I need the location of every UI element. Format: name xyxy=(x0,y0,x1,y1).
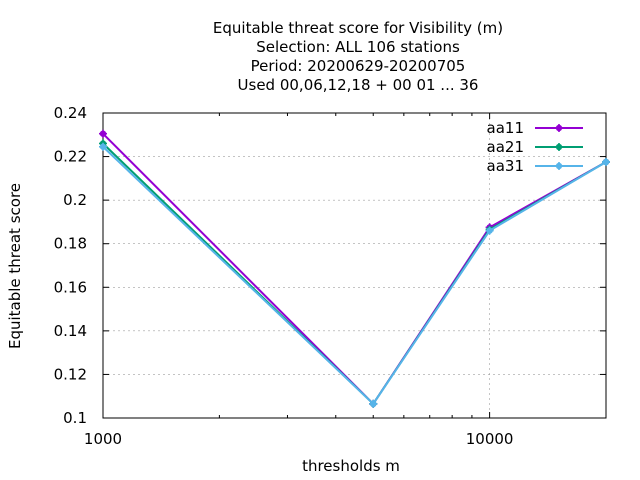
legend-marker-aa31 xyxy=(555,162,563,170)
data-point-aa31 xyxy=(369,399,378,408)
data-point-aa31 xyxy=(99,142,107,151)
y-tick-label: 0.2 xyxy=(63,191,87,209)
axis-ticks xyxy=(102,112,607,419)
series-line-aa11 xyxy=(102,132,607,406)
title-line-1: Equitable threat score for Visibility (m… xyxy=(213,19,503,37)
data-point-aa31 xyxy=(602,158,610,167)
data-point-aa11 xyxy=(99,129,107,138)
title-line-4: Used 00,06,12,18 + 00 01 ... 36 xyxy=(238,76,479,94)
y-tick-label: 0.1 xyxy=(63,409,87,427)
x-axis-label: thresholds m xyxy=(302,457,400,475)
grid xyxy=(102,112,607,419)
data-point-aa31 xyxy=(485,226,494,235)
y-tick-label: 0.16 xyxy=(54,278,87,296)
title-line-2: Selection: ALL 106 stations xyxy=(256,38,460,56)
legend-marker-aa21 xyxy=(555,143,563,151)
x-tick-label: 1000 xyxy=(84,430,122,448)
legend-label-aa31: aa31 xyxy=(487,157,524,175)
x-tick-labels: 1000 10000 xyxy=(84,430,514,448)
chart-title: Equitable threat score for Visibility (m… xyxy=(213,19,503,94)
y-tick-label: 0.14 xyxy=(54,322,87,340)
plot-frame xyxy=(102,112,607,419)
legend-label-aa21: aa21 xyxy=(487,138,524,156)
title-line-3: Period: 20200629-20200705 xyxy=(251,57,466,75)
y-tick-label: 0.24 xyxy=(54,104,87,122)
x-tick-label: 10000 xyxy=(466,430,514,448)
y-tick-label: 0.12 xyxy=(54,365,87,383)
legend-label-aa11: aa11 xyxy=(487,119,524,137)
y-tick-labels: 0.1 0.12 0.14 0.16 0.18 0.2 0.22 0.24 xyxy=(54,104,87,427)
legend-marker-aa11 xyxy=(555,124,563,132)
series-line-aa21 xyxy=(102,142,607,406)
y-tick-label: 0.18 xyxy=(54,235,87,253)
series-line-aa31 xyxy=(102,146,607,406)
y-axis-label: Equitable threat score xyxy=(6,183,24,349)
y-tick-label: 0.22 xyxy=(54,148,87,166)
series-lines xyxy=(99,129,610,408)
